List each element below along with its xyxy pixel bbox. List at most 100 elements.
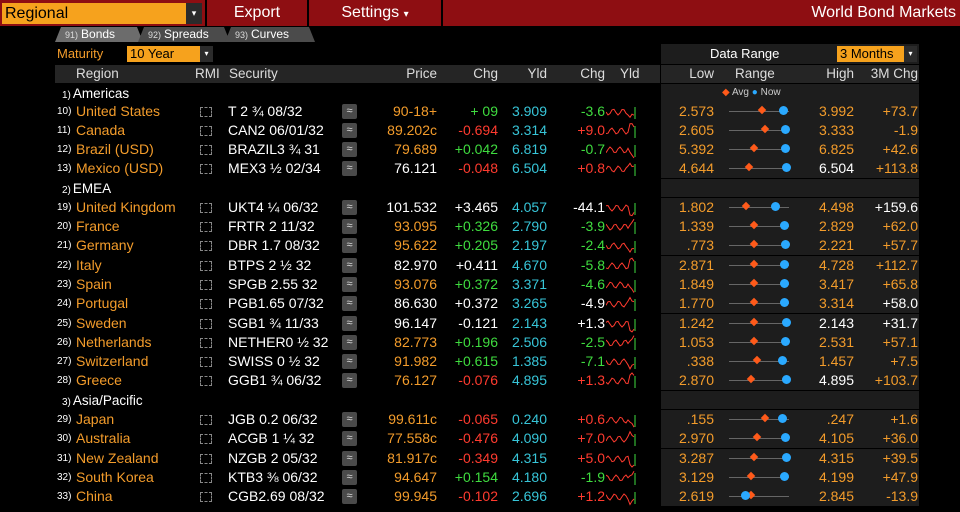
- tab-curves[interactable]: 93) Curves: [225, 27, 315, 42]
- chart-icon[interactable]: ≈: [342, 296, 357, 311]
- table-row[interactable]: 23) Spain SPGB 2.55 32 ≈93.076 +0.372 3.371 -4…: [0, 275, 960, 294]
- group-header[interactable]: 2) EMEA: [56, 179, 660, 197]
- country-link[interactable]: France: [76, 218, 120, 234]
- chart-icon[interactable]: ≈: [342, 219, 357, 234]
- rmi-checkbox[interactable]: [200, 126, 212, 136]
- rmi-checkbox[interactable]: [200, 261, 212, 271]
- tab-spreads[interactable]: 92) Spreads: [138, 27, 230, 42]
- col-rmi[interactable]: RMI: [195, 66, 220, 81]
- country-link[interactable]: United States: [76, 103, 161, 119]
- country-link[interactable]: Switzerland: [76, 353, 149, 369]
- col-region[interactable]: Region: [76, 66, 119, 81]
- col-high[interactable]: High: [826, 66, 854, 81]
- table-row[interactable]: 25) Sweden SGB1 ¾ 11/33 ≈96.147 -0.121 2.143 +…: [0, 314, 960, 333]
- chart-icon[interactable]: ≈: [342, 489, 357, 504]
- rmi-checkbox[interactable]: [200, 319, 212, 329]
- country-link[interactable]: Sweden: [76, 315, 127, 331]
- maturity-select[interactable]: 10 Year ▾: [127, 46, 213, 62]
- table-row[interactable]: 19) United Kingdom UKT4 ¼ 06/32 ≈101.532 +3.…: [0, 198, 960, 217]
- rmi-checkbox[interactable]: [200, 376, 212, 386]
- settings-button[interactable]: Settings ▾: [309, 0, 441, 26]
- table-row[interactable]: 11) Canada CAN2 06/01/32 ≈89.202c -0.694 3.31…: [0, 121, 960, 140]
- chart-icon[interactable]: ≈: [342, 277, 357, 292]
- col-yld-chart[interactable]: Yld: [620, 66, 640, 81]
- country-link[interactable]: United Kingdom: [76, 199, 176, 215]
- group-header[interactable]: 1) Americas: [56, 84, 660, 102]
- chart-icon[interactable]: ≈: [342, 412, 357, 427]
- rmi-checkbox[interactable]: [200, 164, 212, 174]
- table-row[interactable]: 24) Portugal PGB1.65 07/32 ≈86.630 +0.372 3.2…: [0, 294, 960, 313]
- table-row[interactable]: 29) Japan JGB 0.2 06/32 ≈99.611c -0.065 0.240…: [0, 410, 960, 429]
- col-yld-chg[interactable]: Chg: [580, 66, 605, 81]
- data-range-select[interactable]: 3 Months ▾: [837, 46, 917, 62]
- rmi-checkbox[interactable]: [200, 145, 212, 155]
- chart-icon[interactable]: ≈: [342, 258, 357, 273]
- country-link[interactable]: Netherlands: [76, 334, 152, 350]
- col-3m-chg[interactable]: 3M Chg: [870, 66, 918, 81]
- tab-bonds[interactable]: 91) Bonds: [55, 27, 143, 42]
- country-link[interactable]: Italy: [76, 257, 102, 273]
- table-row[interactable]: 21) Germany DBR 1.7 08/32 ≈95.622 +0.205 2.19…: [0, 236, 960, 255]
- col-low[interactable]: Low: [689, 66, 714, 81]
- chart-icon[interactable]: ≈: [342, 104, 357, 119]
- table-row[interactable]: 10) United States T 2 ¾ 08/32 ≈90-18+ + 09 3.…: [0, 102, 960, 121]
- country-link[interactable]: New Zealand: [76, 450, 159, 466]
- table-row[interactable]: 32) South Korea KTB3 ⅜ 06/32 ≈94.647 +0.154 4…: [0, 468, 960, 487]
- rmi-checkbox[interactable]: [200, 357, 212, 367]
- col-price[interactable]: Price: [406, 66, 437, 81]
- country-link[interactable]: Canada: [76, 122, 126, 138]
- rmi-checkbox[interactable]: [200, 434, 212, 444]
- country-link[interactable]: Portugal: [76, 295, 129, 311]
- chart-icon[interactable]: ≈: [342, 354, 357, 369]
- chart-icon[interactable]: ≈: [342, 335, 357, 350]
- table-row[interactable]: 12) Brazil (USD) BRAZIL3 ¾ 31 ≈79.689 +0.042…: [0, 140, 960, 159]
- rmi-checkbox[interactable]: [200, 473, 212, 483]
- table-row[interactable]: 20) France FRTR 2 11/32 ≈93.095 +0.326 2.790 -…: [0, 217, 960, 236]
- chart-icon[interactable]: ≈: [342, 123, 357, 138]
- table-row[interactable]: 31) New Zealand NZGB 2 05/32 ≈81.917c -0.349…: [0, 449, 960, 468]
- chart-icon[interactable]: ≈: [342, 142, 357, 157]
- group-header[interactable]: 3) Asia/Pacific: [56, 391, 660, 409]
- rmi-checkbox[interactable]: [200, 280, 212, 290]
- country-link[interactable]: South Korea: [76, 469, 154, 485]
- table-row[interactable]: 22) Italy BTPS 2 ½ 32 ≈82.970 +0.411 4.670 -5.…: [0, 256, 960, 275]
- rmi-checkbox[interactable]: [200, 241, 212, 251]
- rmi-checkbox[interactable]: [200, 492, 212, 502]
- country-link[interactable]: Spain: [76, 276, 112, 292]
- table-row[interactable]: 30) Australia ACGB 1 ¼ 32 ≈77.558c -0.476 4.0…: [0, 429, 960, 448]
- table-row[interactable]: 27) Switzerland SWISS 0 ½ 32 ≈91.982 +0.615 1…: [0, 352, 960, 371]
- export-button[interactable]: Export: [233, 4, 281, 21]
- country-link[interactable]: Mexico (USD): [76, 160, 164, 176]
- chevron-down-icon[interactable]: ▾: [186, 3, 202, 24]
- regional-select[interactable]: Regional ▾: [2, 3, 202, 24]
- col-yld[interactable]: Yld: [527, 66, 547, 81]
- rmi-checkbox[interactable]: [200, 203, 212, 213]
- rmi-checkbox[interactable]: [200, 299, 212, 309]
- rmi-checkbox[interactable]: [200, 415, 212, 425]
- col-security[interactable]: Security: [229, 66, 278, 81]
- country-link[interactable]: Greece: [76, 372, 122, 388]
- table-row[interactable]: 28) Greece GGB1 ¾ 06/32 ≈76.127 -0.076 4.895 +…: [0, 371, 960, 390]
- country-link[interactable]: Japan: [76, 411, 115, 427]
- col-range[interactable]: Range: [735, 66, 775, 81]
- table-row[interactable]: 26) Netherlands NETHER0 ½ 32 ≈82.773 +0.196 2…: [0, 333, 960, 352]
- country-link[interactable]: China: [76, 488, 113, 504]
- country-link[interactable]: Australia: [76, 430, 131, 446]
- table-row[interactable]: 13) Mexico (USD) MEX3 ½ 02/34 ≈76.121 -0.048…: [0, 159, 960, 178]
- country-link[interactable]: Brazil (USD): [76, 141, 154, 157]
- rmi-checkbox[interactable]: [200, 454, 212, 464]
- rmi-checkbox[interactable]: [200, 222, 212, 232]
- rmi-checkbox[interactable]: [200, 107, 212, 117]
- table-row[interactable]: 33) China CGB2.69 08/32 ≈99.945 -0.102 2.696 +…: [0, 487, 960, 506]
- chart-icon[interactable]: ≈: [342, 200, 357, 215]
- chart-icon[interactable]: ≈: [342, 316, 357, 331]
- rmi-checkbox[interactable]: [200, 338, 212, 348]
- chart-icon[interactable]: ≈: [342, 238, 357, 253]
- country-link[interactable]: Germany: [76, 237, 134, 253]
- chart-icon[interactable]: ≈: [342, 431, 357, 446]
- chart-icon[interactable]: ≈: [342, 470, 357, 485]
- chart-icon[interactable]: ≈: [342, 161, 357, 176]
- col-chg[interactable]: Chg: [473, 66, 498, 81]
- chart-icon[interactable]: ≈: [342, 451, 357, 466]
- chart-icon[interactable]: ≈: [342, 373, 357, 388]
